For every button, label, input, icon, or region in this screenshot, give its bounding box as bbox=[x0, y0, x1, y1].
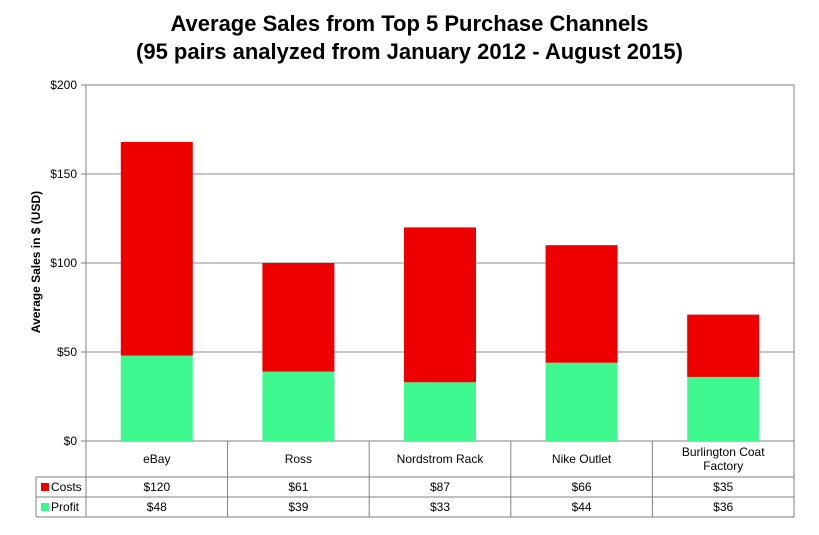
bar-profit bbox=[262, 371, 335, 441]
bar-costs bbox=[687, 314, 760, 377]
bar-profit bbox=[404, 382, 476, 441]
data-label-profit: $36 bbox=[713, 500, 733, 514]
bar-costs bbox=[404, 227, 476, 383]
legend-label-profit: Profit bbox=[51, 500, 80, 514]
bar-profit bbox=[120, 355, 193, 441]
data-label-profit: $44 bbox=[572, 500, 592, 514]
y-tick-label: $0 bbox=[64, 434, 78, 448]
bar-series bbox=[120, 141, 760, 441]
x-category-label: Factory bbox=[703, 459, 743, 473]
x-category-label: Nike Outlet bbox=[552, 452, 612, 466]
bar-profit bbox=[545, 362, 618, 441]
y-axis-ticks: $0 $50 $100 $150 $200 bbox=[50, 78, 77, 448]
y-tick-label: $200 bbox=[50, 78, 77, 92]
legend-key-costs bbox=[41, 483, 49, 491]
data-label-profit: $33 bbox=[430, 500, 450, 514]
x-category-label: Ross bbox=[285, 452, 312, 466]
x-category-label: eBay bbox=[143, 452, 170, 466]
data-label-profit: $48 bbox=[147, 500, 167, 514]
legend-key-profit bbox=[41, 503, 49, 511]
chart-title-line2: (95 pairs analyzed from January 2012 - A… bbox=[136, 39, 683, 64]
data-label-costs: $66 bbox=[572, 480, 592, 494]
bar-costs bbox=[545, 245, 618, 363]
bar-costs bbox=[120, 141, 193, 356]
bar-profit bbox=[687, 376, 760, 441]
data-label-costs: $87 bbox=[430, 480, 450, 494]
data-table: eBay Ross Nordstrom Rack Nike Outlet Burling… bbox=[35, 441, 795, 518]
y-tick-label: $100 bbox=[50, 256, 77, 270]
x-category-label: Burlington Coat bbox=[682, 445, 765, 459]
data-label-costs: $61 bbox=[288, 480, 308, 494]
y-axis-label: Average Sales in $ (USD) bbox=[29, 191, 43, 333]
legend-label-costs: Costs bbox=[51, 480, 82, 494]
x-category-label: Nordstrom Rack bbox=[397, 452, 485, 466]
y-tick-label: $150 bbox=[50, 167, 77, 181]
data-label-profit: $39 bbox=[288, 500, 308, 514]
bar-costs bbox=[262, 263, 335, 372]
y-tick-label: $50 bbox=[57, 345, 77, 359]
chart-title-line1: Average Sales from Top 5 Purchase Channe… bbox=[170, 11, 649, 36]
data-label-costs: $35 bbox=[713, 480, 733, 494]
data-label-costs: $120 bbox=[143, 480, 170, 494]
